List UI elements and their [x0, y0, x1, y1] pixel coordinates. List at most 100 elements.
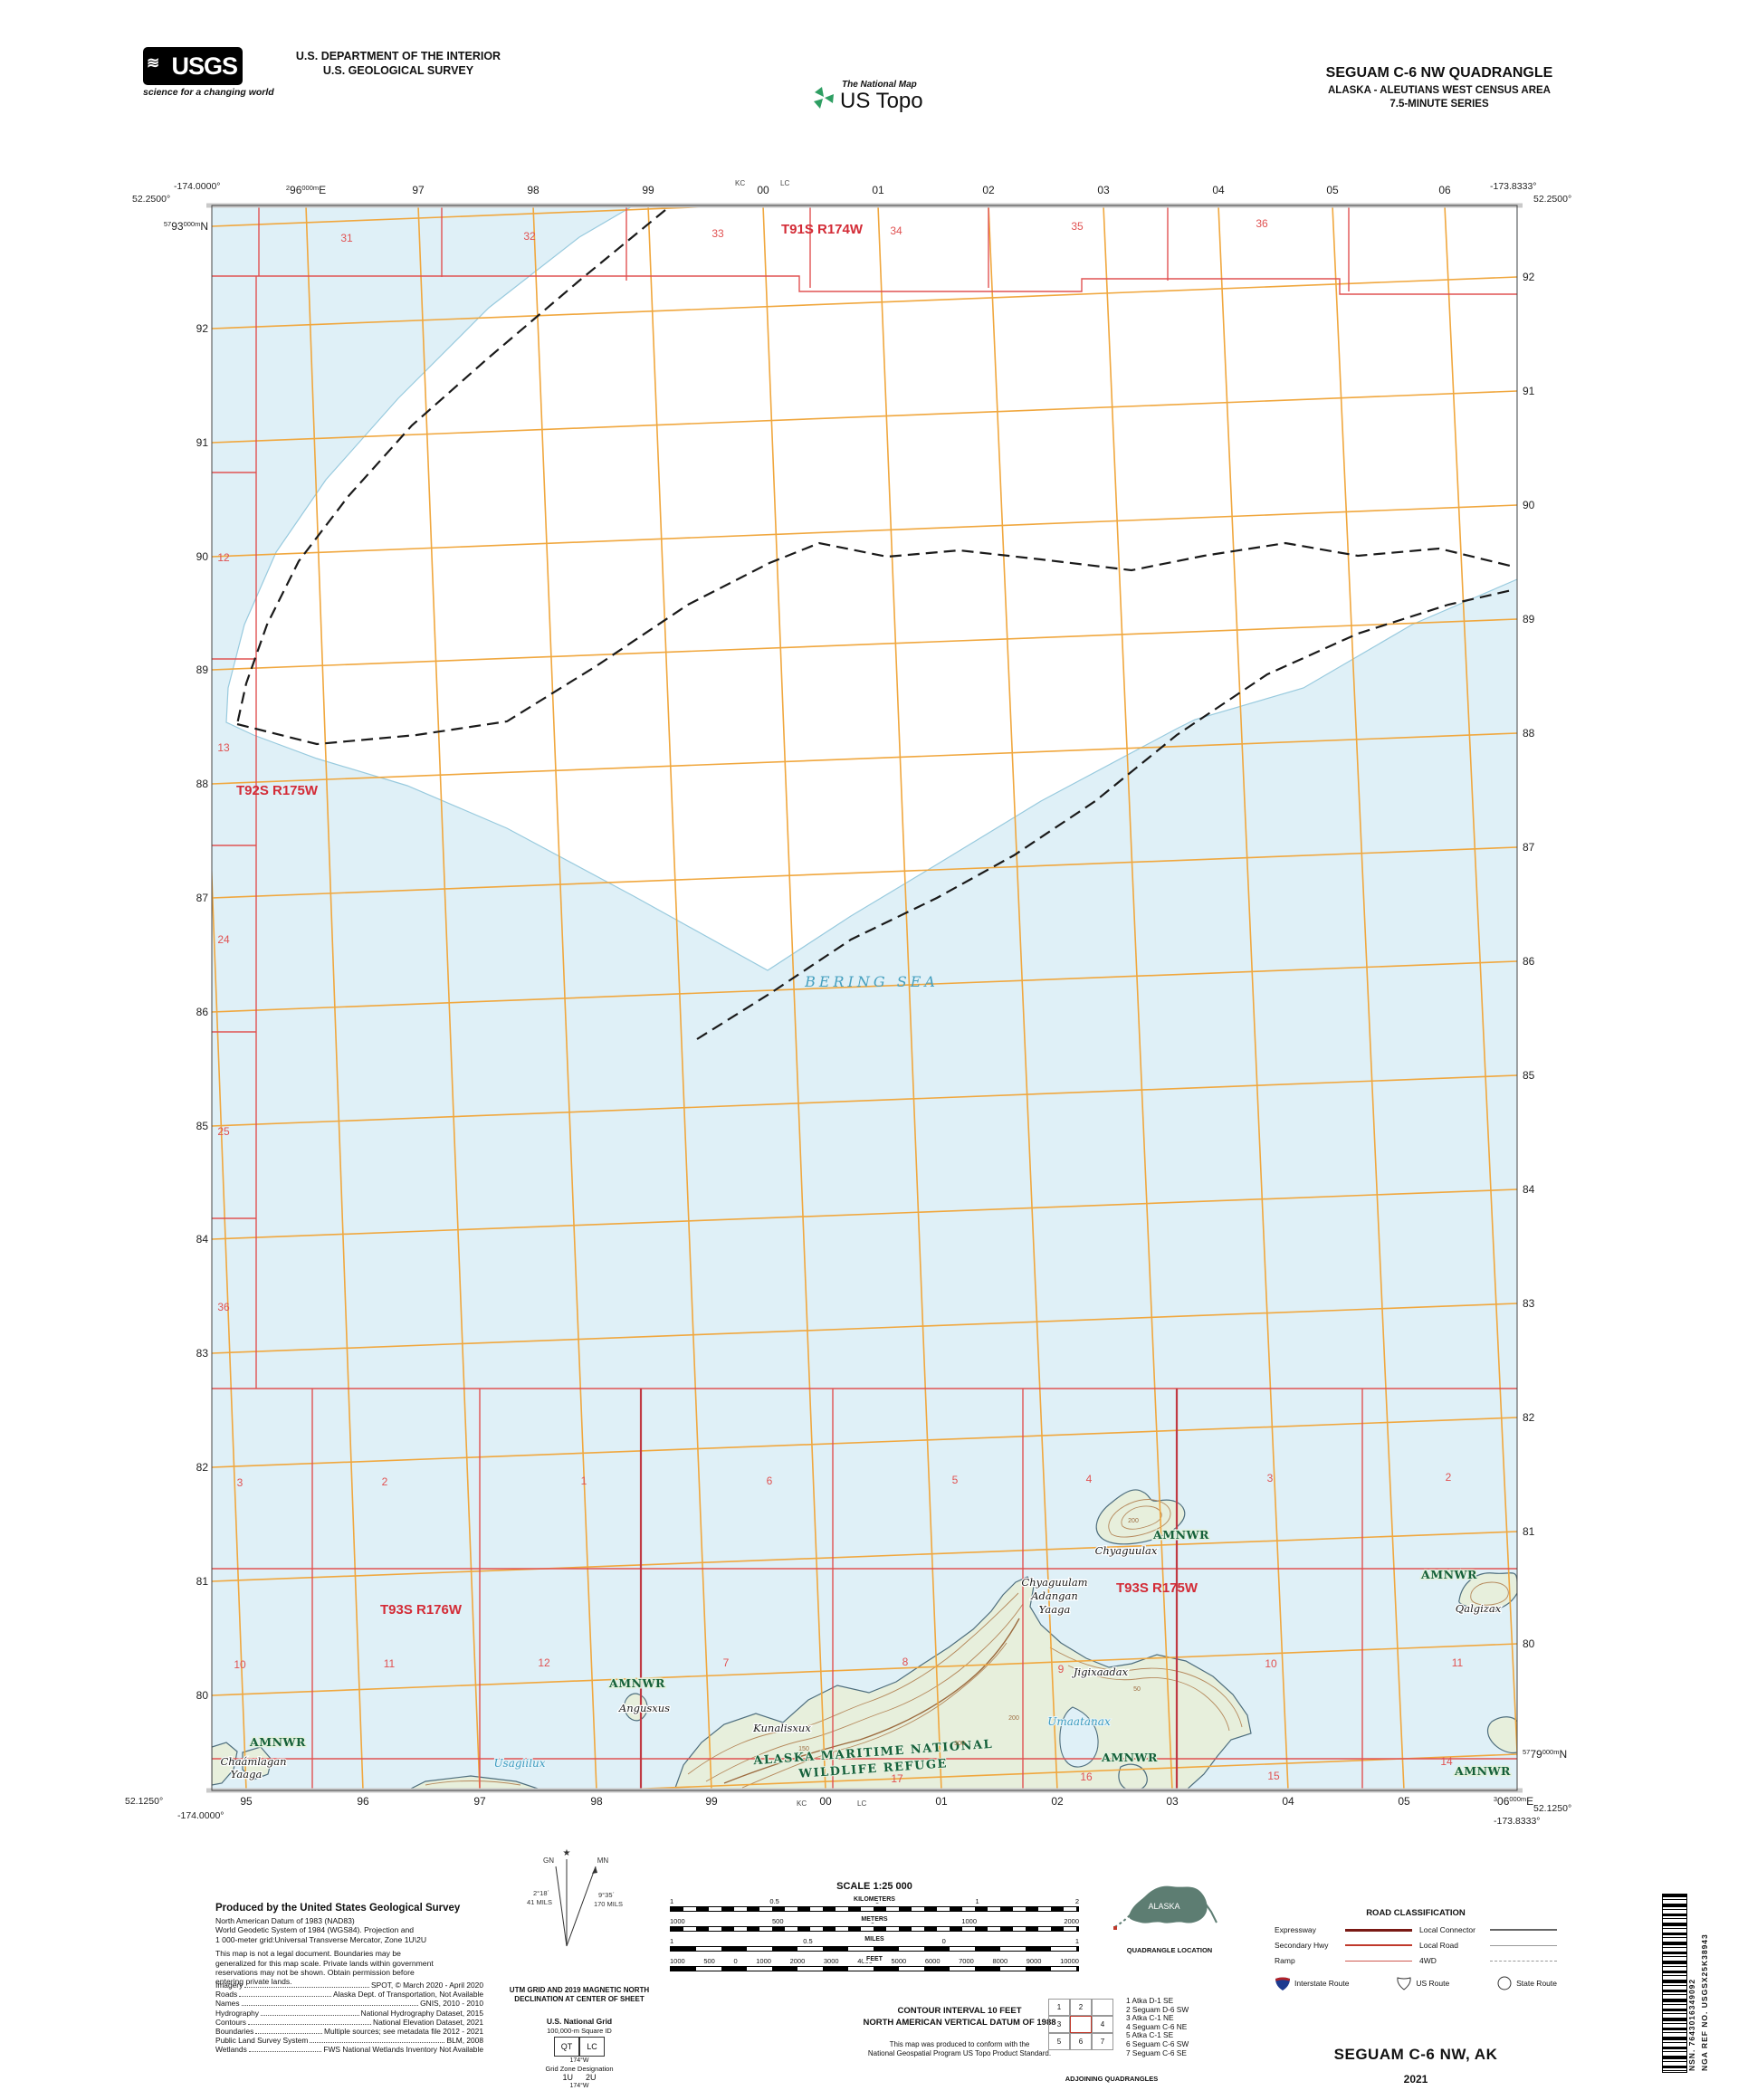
grid-northing-label: 5779000mN: [1523, 1748, 1568, 1761]
water-name: Usagiilux: [493, 1757, 545, 1770]
usng-square-edge-label: KC: [797, 1799, 807, 1808]
usng-square-right: LC: [579, 2037, 605, 2057]
section-number: 32: [523, 230, 536, 243]
route-shield-item: State Route: [1496, 1975, 1557, 1991]
open-water-white-region: [225, 205, 1517, 971]
adjoining-quad-cell: 5: [1048, 2033, 1070, 2050]
contour-elevation-label: 200: [1128, 1518, 1139, 1524]
contour-elevation-label: 150: [798, 1746, 809, 1752]
produced-title: Produced by the United States Geological…: [215, 1903, 461, 1914]
adjoining-quad-cell: [1092, 1999, 1113, 2016]
place-name: Kunalisxux: [752, 1722, 811, 1734]
section-number: 16: [1080, 1771, 1093, 1783]
section-number: 8: [902, 1656, 909, 1668]
quad-title: SEGUAM C-6 NW QUADRANGLE: [1325, 65, 1553, 81]
datum-line: North American Datum of 1983 (NAD83): [215, 1916, 355, 1925]
nga-ref-number: NGA REF NO. USGSX25K38943: [1700, 1933, 1709, 2071]
metadata-row: Hydrography National Hydrography Dataset,…: [215, 2008, 483, 2018]
scale-title: SCALE 1:25 000: [836, 1881, 912, 1892]
section-number: 10: [1265, 1657, 1277, 1670]
water-name: BERING SEA: [804, 973, 939, 990]
boundary-dashed-lines: [235, 209, 1513, 1040]
grid-northing-label: 82: [196, 1461, 208, 1474]
corner-tr-lat: 52.2500°: [1533, 194, 1572, 205]
section-number: 36: [217, 1301, 230, 1313]
metadata-row: Names GNIS, 2010 - 2010: [215, 1999, 483, 2009]
township-label: T92S R175W: [236, 783, 319, 798]
corner-br-lon: -173.8333°: [1494, 1816, 1541, 1827]
section-number: 14: [1440, 1755, 1453, 1768]
township-range-lines: [639, 1389, 1179, 1790]
grid-easting-label: 05: [1398, 1795, 1410, 1808]
section-number: 11: [384, 1657, 396, 1670]
declination-caption: UTM GRID AND 2019 MAGNETIC NORTH DECLINA…: [509, 1986, 650, 2003]
contour-interval-block: CONTOUR INTERVAL 10 FEET NORTH AMERICAN …: [778, 2006, 1141, 2058]
corner-tr-lon: -173.8333°: [1490, 181, 1537, 192]
road-legend-row: 4WD: [1419, 1956, 1557, 1965]
grid-northing-label: 92: [196, 322, 208, 335]
datum-line: 1 000-meter grid:Universal Transverse Me…: [215, 1934, 427, 1944]
corner-br-lat: 52.1250°: [1533, 1803, 1572, 1814]
grid-northing-label: 83: [1523, 1297, 1535, 1310]
utm-grid-lines: [212, 205, 1517, 1790]
barcode: [1662, 1894, 1687, 2073]
grid-northing-label: 88: [196, 778, 208, 790]
quadrangle-location-caption: QUADRANGLE LOCATION: [1126, 1946, 1213, 1954]
grid-easting-label: 06: [1438, 184, 1451, 196]
adjoining-quad-cell: 4: [1092, 2016, 1113, 2033]
section-number: 31: [340, 232, 353, 244]
usng-square-edge-label: LC: [857, 1799, 867, 1808]
corner-tl-lat: 52.2500°: [132, 194, 171, 205]
metadata-row: Imagery SPOT, © March 2020 - April 2020: [215, 1981, 483, 1990]
amnwr-label: AMNWR: [249, 1735, 306, 1749]
grid-northing-label: 86: [1523, 955, 1535, 968]
vertical-datum: NORTH AMERICAN VERTICAL DATUM OF 1988: [863, 2018, 1056, 2028]
grid-northing-label: 81: [1523, 1525, 1535, 1538]
place-name: Adangan: [1030, 1589, 1078, 1602]
corner-tl-lon: -174.0000°: [174, 181, 221, 192]
section-number: 9: [1058, 1663, 1065, 1675]
amnwr-label: AMNWR: [1101, 1751, 1158, 1764]
corner-bl-lat: 52.1250°: [125, 1796, 164, 1807]
svg-text:41 MILS: 41 MILS: [527, 1898, 552, 1906]
water-name: Umaatanax: [1047, 1715, 1111, 1728]
department-header: U.S. DEPARTMENT OF THE INTERIOR U.S. GEO…: [281, 49, 516, 78]
adjoining-quad-item: 7 Seguam C-6 SE: [1126, 2048, 1187, 2057]
contour-elevation-label: 300: [954, 1741, 965, 1747]
grid-easting-label: 02: [982, 184, 995, 196]
township-label: T91S R174W: [781, 222, 864, 237]
usgs-logo: ≋ USGS: [143, 47, 243, 85]
grid-easting-label: 05: [1326, 184, 1339, 196]
quad-location-marker: [1113, 1926, 1117, 1930]
grid-easting-label: 99: [705, 1795, 718, 1808]
grid-northing-label: 85: [196, 1120, 208, 1132]
conform-line1: This map was produced to conform with th…: [889, 2040, 1030, 2048]
section-number: 35: [1071, 220, 1084, 233]
place-name: Jigixaadax: [1072, 1666, 1129, 1678]
svg-text:170 MILS: 170 MILS: [594, 1900, 623, 1908]
grid-northing-label: 84: [1523, 1183, 1535, 1196]
grid-northing-label: 87: [196, 892, 208, 904]
metadata-row: Boundaries Multiple sources; see metadata…: [215, 2027, 483, 2037]
section-number: 17: [891, 1772, 903, 1785]
section-number: 10: [234, 1658, 246, 1671]
adjoining-quads-caption: ADJOINING QUADRANGLES: [1065, 2075, 1159, 2083]
state-route-circle: [1497, 1976, 1512, 1990]
metadata-row: Roads Alaska Dept. of Transportation, Not…: [215, 1990, 483, 2000]
grid-easting-label: 03: [1166, 1795, 1179, 1808]
route-shield-item: Interstate Route: [1275, 1975, 1349, 1991]
grid-easting-label: 96: [357, 1795, 369, 1808]
produced-by-block: Produced by the United States Geological…: [215, 1903, 487, 1987]
usng-title: U.S. National Grid: [546, 2017, 613, 2026]
place-name: Yaaga: [1039, 1603, 1071, 1616]
grid-northing-label: 88: [1523, 727, 1535, 740]
road-legend-row: Expressway: [1275, 1925, 1412, 1934]
grid-northing-label: 85: [1523, 1069, 1535, 1082]
section-number: 12: [538, 1656, 550, 1669]
grid-easting-label: 98: [527, 184, 540, 196]
national-map-pinwheel-icon: [814, 87, 834, 109]
section-number: 15: [1267, 1770, 1280, 1782]
grid-northing-label: 91: [196, 436, 208, 449]
grid-easting-label: 01: [872, 184, 884, 196]
